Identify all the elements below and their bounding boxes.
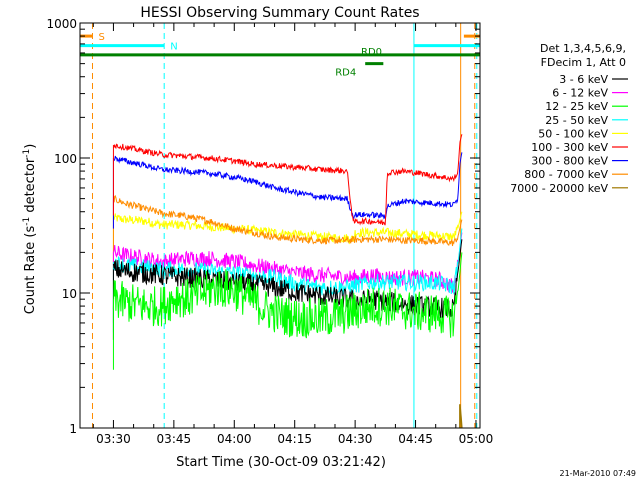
chart-title: HESSI Observing Summary Count Rates (140, 5, 419, 21)
y-tick-label-0: 1 (69, 422, 77, 436)
legend-label-0: 3 - 6 keV (559, 73, 608, 86)
legend-label-5: 100 - 300 keV (531, 141, 608, 154)
legend-label-8: 7000 - 20000 keV (510, 182, 608, 195)
legend-label-3: 25 - 50 keV (545, 114, 608, 127)
legend-header-0: Det 1,3,4,5,6,9, (540, 42, 626, 55)
x-tick-label-2: 04:00 (217, 432, 252, 446)
series-line-7 (112, 195, 463, 247)
x-tick-label-3: 04:15 (277, 432, 312, 446)
plot-frame (79, 22, 481, 429)
x-tick-label-1: 03:45 (157, 432, 192, 446)
status-label-6: RD4 (335, 68, 356, 79)
legend-label-6: 300 - 800 keV (531, 155, 608, 168)
legend-label-1: 6 - 12 keV (552, 87, 608, 100)
footer-date: 21-Mar-2010 07:49 (560, 469, 637, 478)
status-label-0: S (98, 32, 104, 43)
series-line-8 (459, 404, 463, 429)
y-tick-label-1: 10 (62, 287, 77, 301)
status-label-5: RD0 (361, 47, 382, 58)
legend-label-2: 12 - 25 keV (545, 100, 608, 113)
x-tick-label-6: 05:00 (459, 432, 494, 446)
legend-header-1: FDecim 1, Att 0 (541, 56, 626, 69)
x-tick-label-0: 03:30 (96, 432, 131, 446)
y-axis-label: Count Rate (s-1 detector-1) (22, 144, 38, 315)
legend-label-7: 800 - 7000 keV (524, 168, 608, 181)
y-tick-label-2: 100 (54, 152, 77, 166)
x-tick-label-5: 04:45 (398, 432, 433, 446)
series-line-0 (112, 239, 463, 319)
series-line-2 (112, 252, 463, 339)
legend: Det 1,3,4,5,6,9,FDecim 1, Att 0 3 - 6 keV… (510, 42, 628, 195)
data-series (112, 134, 463, 429)
legend-label-4: 50 - 100 keV (538, 127, 608, 140)
y-tick-label-3: 1000 (46, 17, 77, 31)
x-tick-label-4: 04:30 (338, 432, 373, 446)
x-axis-label: Start Time (30-Oct-09 03:21:42) (176, 455, 386, 470)
series-line-6 (113, 152, 463, 220)
axes: 03:30 03:45 04:00 04:15 04:30 04:45 05:00 1 10 10… (46, 17, 493, 446)
status-bars: S N RD0 RD4 (80, 32, 480, 79)
marker-lines (79, 23, 478, 428)
series-line-1 (112, 232, 463, 293)
status-label-2: N (170, 42, 177, 53)
series-line-5 (113, 134, 463, 226)
